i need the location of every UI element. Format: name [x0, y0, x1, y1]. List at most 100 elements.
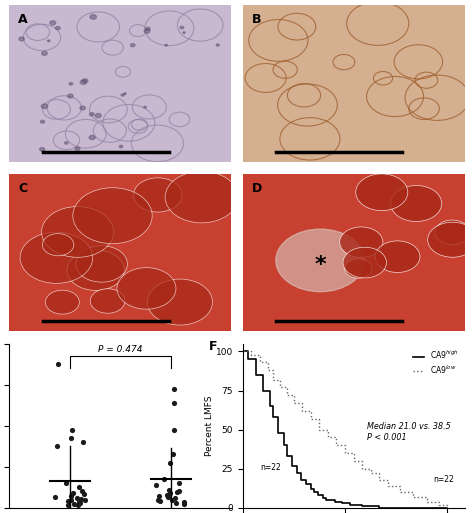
CA9$^{high}$	[245, 356, 251, 362]
Circle shape	[41, 104, 48, 109]
Point	[75, 483, 82, 491]
Circle shape	[80, 106, 85, 110]
Line: CA9$^{high}$: CA9$^{high}$	[243, 351, 447, 508]
Text: C: C	[18, 182, 27, 195]
Point	[175, 487, 183, 496]
Point	[77, 495, 85, 503]
CA9$^{high}$	[323, 497, 329, 503]
Legend: CA9$^{high}$, CA9$^{low}$: CA9$^{high}$, CA9$^{low}$	[411, 347, 461, 378]
Circle shape	[76, 246, 128, 282]
Point	[64, 497, 72, 505]
CA9$^{high}$	[240, 348, 246, 354]
Point	[171, 385, 178, 393]
Point	[69, 489, 77, 497]
CA9$^{low}$	[397, 489, 402, 495]
Circle shape	[20, 232, 93, 283]
Point	[81, 497, 88, 505]
Point	[171, 426, 178, 434]
Point	[75, 498, 83, 506]
Circle shape	[40, 120, 45, 123]
Circle shape	[67, 250, 124, 290]
CA9$^{low}$	[410, 494, 416, 500]
CA9$^{low}$	[277, 384, 283, 390]
Point	[181, 498, 188, 506]
Point	[166, 459, 173, 467]
Circle shape	[19, 37, 24, 41]
CA9$^{low}$	[300, 408, 305, 414]
CA9$^{high}$	[294, 470, 300, 477]
CA9$^{high}$	[281, 442, 286, 448]
Circle shape	[47, 40, 50, 42]
Circle shape	[130, 44, 135, 47]
Point	[80, 490, 88, 498]
CA9$^{low}$	[376, 477, 382, 483]
Circle shape	[80, 80, 86, 84]
Circle shape	[42, 233, 74, 256]
CA9$^{high}$	[303, 481, 309, 487]
CA9$^{low}$	[342, 450, 348, 456]
Circle shape	[340, 227, 383, 258]
Circle shape	[356, 174, 408, 211]
Circle shape	[42, 51, 47, 55]
CA9$^{high}$	[376, 505, 382, 511]
Point	[74, 501, 82, 509]
Point	[78, 486, 86, 495]
Text: F: F	[209, 340, 218, 353]
CA9$^{high}$	[428, 505, 433, 511]
Text: A: A	[18, 13, 28, 26]
Circle shape	[183, 32, 185, 33]
CA9$^{high}$	[347, 502, 353, 508]
CA9$^{high}$	[393, 505, 399, 511]
Circle shape	[42, 207, 114, 258]
Circle shape	[216, 44, 219, 46]
Point	[160, 475, 168, 483]
Circle shape	[95, 113, 101, 117]
Circle shape	[73, 188, 152, 244]
Circle shape	[165, 44, 167, 46]
Circle shape	[90, 112, 94, 116]
CA9$^{high}$	[332, 499, 337, 505]
Point	[168, 496, 175, 504]
Point	[163, 490, 171, 499]
CA9$^{low}$	[291, 400, 297, 406]
Circle shape	[124, 93, 126, 94]
Circle shape	[345, 259, 372, 278]
CA9$^{high}$	[289, 463, 295, 469]
CA9$^{high}$	[254, 372, 259, 378]
Point	[79, 438, 87, 446]
Circle shape	[375, 241, 420, 272]
Text: P = 0.474: P = 0.474	[98, 345, 143, 354]
Point	[71, 500, 78, 508]
Point	[165, 486, 173, 494]
CA9$^{high}$	[445, 505, 450, 511]
CA9$^{low}$	[284, 392, 290, 398]
Circle shape	[40, 148, 45, 151]
CA9$^{low}$	[248, 351, 254, 358]
CA9$^{low}$	[351, 458, 356, 464]
Point	[154, 497, 161, 505]
Circle shape	[90, 15, 97, 19]
CA9$^{low}$	[257, 359, 263, 365]
Circle shape	[117, 268, 176, 309]
Circle shape	[69, 83, 73, 85]
Point	[68, 496, 75, 504]
CA9$^{low}$	[424, 499, 430, 505]
CA9$^{high}$	[311, 489, 317, 495]
Point	[166, 489, 173, 497]
Point	[155, 491, 163, 500]
Circle shape	[435, 220, 470, 245]
Point	[64, 501, 72, 509]
CA9$^{high}$	[298, 477, 303, 483]
CA9$^{low}$	[385, 483, 391, 489]
CA9$^{low}$	[240, 348, 246, 354]
Circle shape	[134, 178, 182, 212]
CA9$^{low}$	[368, 470, 374, 477]
CA9$^{high}$	[410, 505, 416, 511]
Y-axis label: Percent LMFS: Percent LMFS	[205, 396, 214, 456]
CA9$^{low}$	[325, 435, 331, 441]
Circle shape	[165, 171, 238, 223]
Circle shape	[82, 79, 88, 83]
Point	[67, 434, 75, 442]
Point	[173, 488, 181, 497]
Circle shape	[75, 147, 80, 150]
